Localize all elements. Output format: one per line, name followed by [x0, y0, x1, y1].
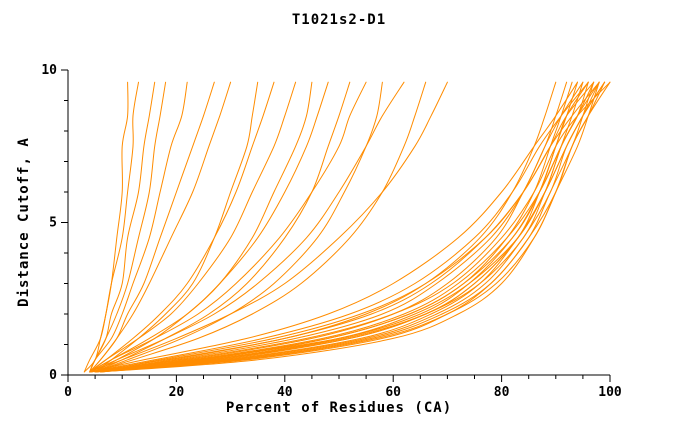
model-curve [89, 81, 367, 373]
y-tick-label: 10 [41, 63, 57, 78]
x-axis-label: Percent of Residues (CA) [225, 400, 453, 416]
model-curve [89, 81, 611, 373]
model-curve [94, 81, 595, 373]
model-curve [94, 81, 259, 373]
x-tick-label: 100 [598, 385, 622, 400]
model-curve [94, 81, 595, 373]
x-tick-label: 60 [385, 385, 401, 400]
model-curve [94, 81, 611, 373]
model-curve [89, 81, 329, 373]
model-curve [94, 81, 568, 373]
model-curve [94, 81, 595, 373]
model-curve [89, 81, 215, 373]
x-tick-label: 0 [64, 385, 72, 400]
model-curve [89, 81, 405, 373]
model-curve [89, 81, 578, 373]
model-curve [100, 81, 589, 373]
model-curve [83, 81, 139, 373]
model-curve [94, 81, 584, 373]
model-curve [89, 81, 167, 373]
model-curve [94, 81, 606, 373]
model-curve [89, 81, 589, 373]
model-curve [100, 81, 578, 373]
model-curve [94, 81, 600, 373]
model-curve [89, 81, 589, 373]
model-curve [89, 81, 156, 373]
model-curve [94, 81, 427, 373]
model-curve [89, 81, 188, 373]
model-curve [89, 81, 275, 373]
model-curve [94, 81, 383, 373]
chart-title: T1021s2-D1 [291, 12, 387, 28]
model-curve [83, 81, 129, 373]
model-curve [100, 81, 600, 373]
model-curve [94, 81, 351, 373]
x-tick-label: 40 [277, 385, 293, 400]
y-tick-label: 0 [49, 368, 57, 383]
x-tick-label: 80 [494, 385, 510, 400]
model-curve [89, 81, 448, 373]
x-tick-label: 20 [169, 385, 185, 400]
model-curve [89, 81, 297, 373]
model-curve [89, 81, 557, 373]
y-tick-label: 5 [49, 216, 57, 231]
model-curve [94, 81, 313, 373]
